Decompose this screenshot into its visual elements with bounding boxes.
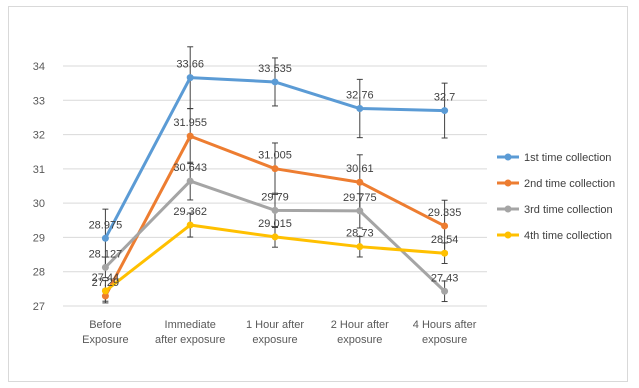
data-point (101, 292, 109, 300)
x-tick-label: exposure (337, 334, 382, 346)
legend-label: 4th time collection (524, 230, 612, 242)
chart-frame (8, 6, 628, 382)
data-label: 27.44 (92, 272, 120, 284)
data-label: 33.535 (258, 63, 292, 75)
legend-label: 1st time collection (524, 152, 611, 164)
y-tick-label: 33 (33, 95, 45, 107)
data-label: 27.29 (92, 277, 120, 289)
x-tick-label: exposure (252, 334, 297, 346)
data-label: 29.335 (428, 207, 462, 219)
data-point (186, 74, 194, 82)
data-label: 28.975 (89, 219, 123, 231)
data-point (271, 233, 279, 241)
data-label: 29.015 (258, 218, 292, 230)
legend-label: 2nd time collection (524, 178, 615, 190)
y-tick-label: 30 (33, 198, 45, 210)
data-point (186, 221, 194, 229)
data-label: 28.127 (89, 248, 123, 260)
x-tick-label: Exposure (82, 334, 128, 346)
data-point (356, 105, 364, 113)
data-point (186, 132, 194, 140)
data-point (441, 107, 449, 115)
y-tick-label: 31 (33, 164, 45, 176)
y-tick-label: 34 (33, 61, 45, 73)
data-point (441, 287, 449, 295)
data-point (101, 263, 109, 271)
legend-swatch-marker (504, 205, 512, 213)
data-point (101, 234, 109, 242)
data-label: 33.66 (176, 59, 204, 71)
data-point (441, 222, 449, 230)
legend-swatch-marker (504, 231, 512, 239)
x-tick-label: Before (89, 319, 121, 331)
data-label: 29.775 (343, 192, 377, 204)
y-tick-label: 28 (33, 267, 45, 279)
data-point (101, 287, 109, 295)
data-point (441, 249, 449, 257)
data-label: 32.76 (346, 90, 374, 102)
y-tick-label: 29 (33, 232, 45, 244)
data-label: 27.43 (431, 272, 459, 284)
data-point (356, 207, 364, 215)
x-tick-label: 2 Hour after (331, 319, 389, 331)
legend-swatch-marker (504, 153, 512, 161)
y-tick-label: 32 (33, 130, 45, 142)
data-point (186, 177, 194, 185)
data-point (356, 178, 364, 186)
x-tick-label: after exposure (155, 334, 225, 346)
data-point (271, 78, 279, 86)
data-label: 29.79 (261, 191, 289, 203)
data-point (356, 243, 364, 251)
x-tick-label: Immediate (165, 319, 216, 331)
data-label: 28.73 (346, 228, 374, 240)
legend-swatch-marker (504, 179, 512, 187)
y-tick-label: 27 (33, 301, 45, 313)
x-tick-label: 1 Hour after (246, 319, 304, 331)
data-label: 30.643 (173, 162, 207, 174)
data-point (271, 165, 279, 173)
data-label: 28.54 (431, 234, 459, 246)
data-label: 29.362 (173, 206, 207, 218)
data-label: 30.61 (346, 163, 374, 175)
data-point (271, 206, 279, 214)
x-tick-label: 4 Hours after (413, 319, 477, 331)
data-label: 31.005 (258, 150, 292, 162)
legend-label: 3rd time collection (524, 204, 613, 216)
data-label: 32.7 (434, 92, 455, 104)
data-label: 31.955 (173, 117, 207, 129)
x-tick-label: exposure (422, 334, 467, 346)
